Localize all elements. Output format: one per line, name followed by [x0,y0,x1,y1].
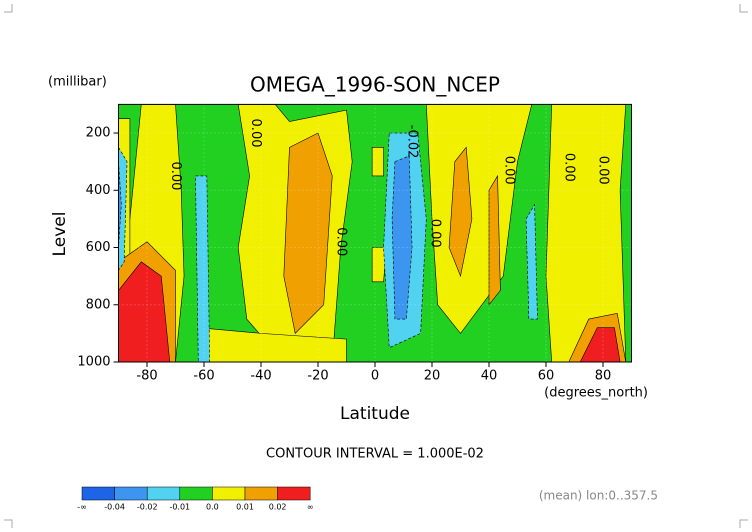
colorbar-box [212,486,246,501]
x-tick-label: -20 [307,369,328,384]
y-tick-label: 200 [86,126,111,141]
colorbar-label: -0.02 [137,503,158,512]
footnote: (mean) lon:0..357.5 [539,489,658,503]
contour-region [391,155,413,320]
contour-label: 0.00 [168,161,183,190]
contour-label: 0.00 [333,227,348,256]
x-tick-label: -80 [136,369,157,384]
x-axis-title: Latitude [340,404,410,424]
contour-region [425,104,533,334]
colorbar-box [244,486,278,501]
contour-region [118,161,122,248]
colorbar-label: 0.01 [236,503,254,512]
y-unit: (millibar) [48,75,107,90]
corner-marks [4,4,748,528]
contour-region [525,203,538,320]
contour-label: 0.00 [427,219,442,248]
contour-note: CONTOUR INTERVAL = 1.000E-02 [266,447,484,462]
colorbar-label: -0.01 [169,503,190,512]
contour-label: 0.00 [561,153,576,182]
contour-field: 0.00 0.00 0.00 -0.02 0.00 0.00 0.00 0.00 [118,104,632,363]
x-unit: (degrees_north) [544,386,648,401]
contour-label: -0.02 [405,125,420,159]
colorbar-box [179,486,213,501]
contour-region [118,261,171,363]
contour-region [371,247,387,283]
colorbar-box [81,486,115,501]
x-tick-label: 20 [424,369,441,384]
y-tick-label: 400 [86,183,111,198]
contour-region [118,146,128,271]
colorbar-label: ∞ [307,503,314,512]
y-tick-label: 600 [86,240,111,255]
y-tick-label: 800 [86,297,111,312]
y-tick-label: 1000 [77,355,110,370]
colorbar-label: -0.04 [104,503,125,512]
colorbar-label: 0.02 [269,503,287,512]
x-tick-label: 80 [595,369,612,384]
x-tick-label: -60 [193,369,214,384]
x-tick-label: 0 [371,369,379,384]
x-tick-label: 40 [481,369,498,384]
colorbar-label: 0.0 [206,503,219,512]
contour-region [448,146,473,278]
colorbar-box [146,486,181,501]
y-axis-title: Level [50,212,70,257]
contour-label: 0.00 [596,156,611,185]
contour-region [488,174,501,306]
x-tick-label: 60 [538,369,555,384]
contour-region [283,132,333,334]
colorbar-box [114,486,148,501]
contour-label: 0.00 [248,119,263,148]
colorbar-box [277,486,311,501]
contour-label: 0.00 [501,156,516,185]
colorbar-label: -∞ [77,503,87,512]
contour-region [371,147,384,177]
chart-title: OMEGA_1996-SON_NCEP [250,73,500,97]
x-tick-label: -40 [250,369,271,384]
